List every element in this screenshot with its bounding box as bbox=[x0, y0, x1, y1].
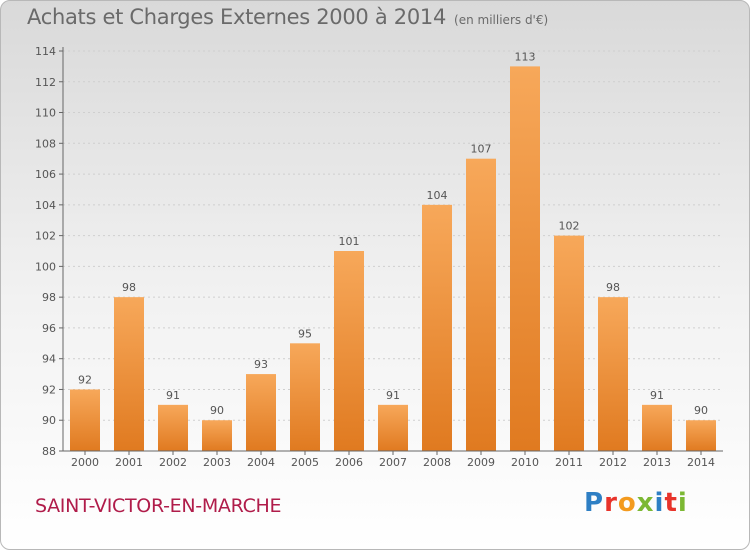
data-label: 98 bbox=[122, 281, 136, 294]
data-label: 92 bbox=[78, 373, 92, 386]
data-label: 107 bbox=[471, 143, 492, 156]
commune-name: SAINT-VICTOR-EN-MARCHE bbox=[35, 495, 282, 517]
data-label: 101 bbox=[339, 235, 360, 248]
logo-letter: o bbox=[617, 488, 637, 518]
bar-2010 bbox=[510, 66, 540, 451]
bar-2011 bbox=[554, 235, 584, 451]
labels: 88 90 92 94 96 98 100 102 104 106 108 110 112 114 92 20… bbox=[35, 45, 715, 469]
bar-2006 bbox=[334, 251, 364, 451]
x-tick-label: 2009 bbox=[467, 456, 495, 469]
data-label: 90 bbox=[694, 404, 708, 417]
y-tick-label: 104 bbox=[35, 199, 56, 212]
logo-letter: i bbox=[677, 488, 688, 518]
y-tick-label: 110 bbox=[35, 107, 56, 120]
logo-letter: r bbox=[604, 488, 618, 518]
x-tick-label: 2005 bbox=[291, 456, 319, 469]
x-tick-label: 2006 bbox=[335, 456, 363, 469]
x-tick-label: 2000 bbox=[71, 456, 99, 469]
x-tick-label: 2010 bbox=[511, 456, 539, 469]
data-label: 113 bbox=[515, 50, 536, 63]
logo-letter: t bbox=[664, 488, 678, 518]
x-tick-label: 2002 bbox=[159, 456, 187, 469]
y-tick-label: 108 bbox=[35, 137, 56, 150]
y-tick-label: 94 bbox=[42, 353, 56, 366]
x-tick-label: 2004 bbox=[247, 456, 275, 469]
data-label: 104 bbox=[427, 189, 448, 202]
bar-2012 bbox=[598, 297, 628, 451]
y-tick-label: 96 bbox=[42, 322, 56, 335]
bar-2004 bbox=[246, 374, 276, 451]
logo-letter: i bbox=[654, 488, 665, 518]
bar-2013 bbox=[642, 404, 672, 451]
data-label: 90 bbox=[210, 404, 224, 417]
x-tick-label: 2014 bbox=[687, 456, 715, 469]
x-tick-label: 2003 bbox=[203, 456, 231, 469]
bar-2005 bbox=[290, 343, 320, 451]
bar-2007 bbox=[378, 404, 408, 451]
data-label: 91 bbox=[166, 389, 180, 402]
y-tick-label: 100 bbox=[35, 260, 56, 273]
y-tick-label: 102 bbox=[35, 230, 56, 243]
bar-2003 bbox=[202, 420, 232, 451]
y-tick-label: 90 bbox=[42, 414, 56, 427]
y-tick-label: 88 bbox=[42, 445, 56, 458]
x-tick-label: 2007 bbox=[379, 456, 407, 469]
x-tick-label: 2011 bbox=[555, 456, 583, 469]
logo-letter: P bbox=[584, 488, 605, 518]
x-tick-label: 2008 bbox=[423, 456, 451, 469]
chart-title-block: Achats et Charges Externes 2000 à 2014 (e… bbox=[27, 5, 548, 29]
bars bbox=[70, 66, 716, 451]
chart-subtitle: (en milliers d'€) bbox=[454, 13, 549, 27]
bar-2002 bbox=[158, 404, 188, 451]
data-label: 91 bbox=[650, 389, 664, 402]
bar-2009 bbox=[466, 158, 496, 451]
bar-2014 bbox=[686, 420, 716, 451]
y-tick-label: 98 bbox=[42, 291, 56, 304]
bar-2000 bbox=[70, 389, 100, 451]
x-tick-label: 2013 bbox=[643, 456, 671, 469]
y-tick-label: 112 bbox=[35, 76, 56, 89]
axes bbox=[59, 47, 723, 455]
y-tick-label: 106 bbox=[35, 168, 56, 181]
bar-2008 bbox=[422, 204, 452, 451]
data-label: 91 bbox=[386, 389, 400, 402]
x-tick-label: 2001 bbox=[115, 456, 143, 469]
y-tick-label: 92 bbox=[42, 383, 56, 396]
logo-letter: x bbox=[636, 488, 655, 518]
data-label: 95 bbox=[298, 327, 312, 340]
bar-2001 bbox=[114, 297, 144, 451]
data-label: 98 bbox=[606, 281, 620, 294]
data-label: 102 bbox=[559, 220, 580, 233]
x-tick-label: 2012 bbox=[599, 456, 627, 469]
proxiti-logo: Proxiti bbox=[584, 488, 688, 518]
y-tick-label: 114 bbox=[35, 45, 56, 58]
data-label: 93 bbox=[254, 358, 268, 371]
chart-title: Achats et Charges Externes 2000 à 2014 bbox=[27, 5, 447, 29]
